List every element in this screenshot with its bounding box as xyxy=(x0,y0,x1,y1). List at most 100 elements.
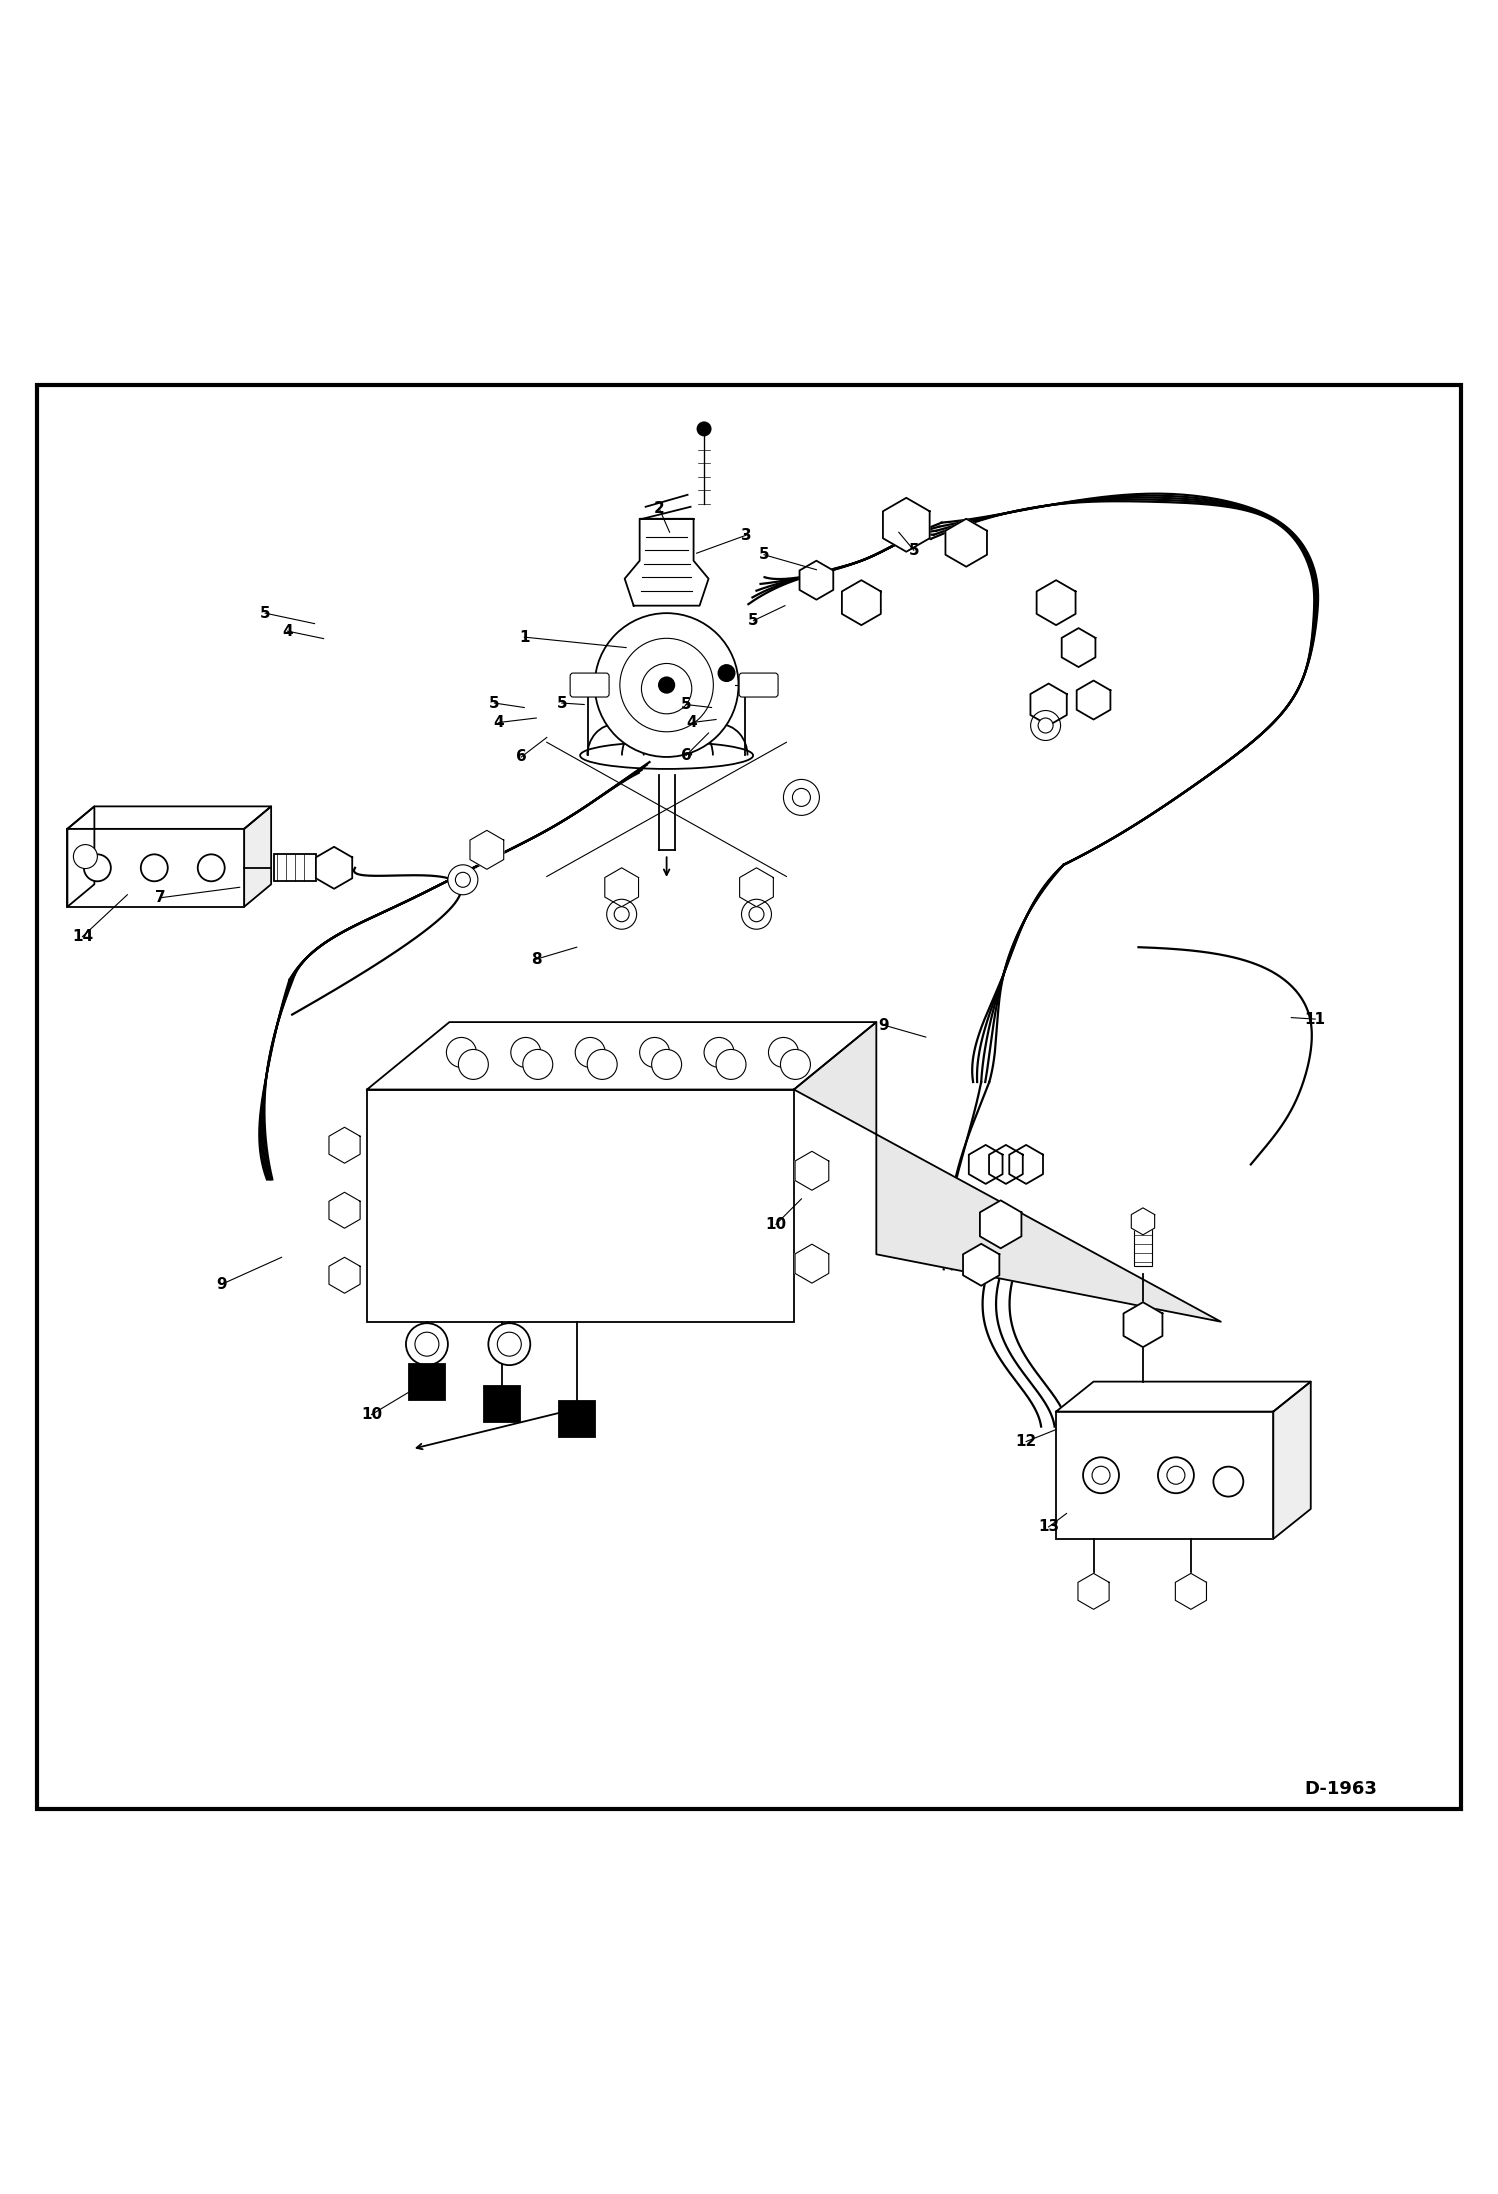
Circle shape xyxy=(488,1323,530,1365)
Text: 2: 2 xyxy=(653,500,665,516)
Polygon shape xyxy=(1031,685,1067,726)
Polygon shape xyxy=(980,1200,1022,1248)
Polygon shape xyxy=(794,1022,1221,1321)
Circle shape xyxy=(783,779,819,816)
Circle shape xyxy=(607,900,637,930)
Polygon shape xyxy=(1131,1209,1155,1235)
Bar xyxy=(409,1365,445,1400)
Text: 5: 5 xyxy=(908,542,920,557)
Circle shape xyxy=(198,853,225,882)
Circle shape xyxy=(620,638,713,733)
Circle shape xyxy=(84,853,111,882)
Polygon shape xyxy=(1062,627,1095,667)
Polygon shape xyxy=(1037,579,1076,625)
Text: 5: 5 xyxy=(488,695,500,711)
Text: 9: 9 xyxy=(216,1277,228,1292)
Circle shape xyxy=(1038,717,1053,733)
Circle shape xyxy=(1083,1457,1119,1494)
FancyBboxPatch shape xyxy=(739,674,777,698)
Circle shape xyxy=(73,845,97,869)
Polygon shape xyxy=(989,1145,1023,1185)
Circle shape xyxy=(415,1332,439,1356)
Circle shape xyxy=(448,864,478,895)
Circle shape xyxy=(406,1323,448,1365)
Bar xyxy=(274,853,316,882)
Polygon shape xyxy=(470,829,503,869)
Circle shape xyxy=(780,1049,810,1079)
Text: 1: 1 xyxy=(518,630,530,645)
Text: 5: 5 xyxy=(680,698,692,713)
Circle shape xyxy=(749,906,764,921)
Polygon shape xyxy=(1273,1382,1311,1538)
Text: 6: 6 xyxy=(680,748,692,764)
Circle shape xyxy=(768,1038,798,1068)
Text: D-1963: D-1963 xyxy=(1305,1779,1377,1799)
Bar xyxy=(1134,1222,1152,1266)
Polygon shape xyxy=(795,1152,828,1191)
Polygon shape xyxy=(367,1022,876,1090)
Text: 6: 6 xyxy=(515,750,527,764)
Circle shape xyxy=(1213,1466,1243,1496)
Circle shape xyxy=(742,900,771,930)
Polygon shape xyxy=(1176,1573,1206,1610)
Circle shape xyxy=(704,1038,734,1068)
Polygon shape xyxy=(842,579,881,625)
Circle shape xyxy=(716,1049,746,1079)
Circle shape xyxy=(697,421,712,437)
Polygon shape xyxy=(316,847,352,889)
Polygon shape xyxy=(1010,1145,1043,1185)
Polygon shape xyxy=(1124,1303,1162,1347)
Polygon shape xyxy=(800,562,833,599)
Polygon shape xyxy=(330,1257,360,1292)
Circle shape xyxy=(614,906,629,921)
Text: 4: 4 xyxy=(493,715,505,731)
Text: 11: 11 xyxy=(1305,1011,1326,1027)
Circle shape xyxy=(575,1038,605,1068)
Circle shape xyxy=(497,1332,521,1356)
Bar xyxy=(1056,1411,1273,1538)
Text: 13: 13 xyxy=(1038,1520,1059,1534)
FancyBboxPatch shape xyxy=(571,674,610,698)
Text: 4: 4 xyxy=(686,715,698,731)
Circle shape xyxy=(1092,1466,1110,1483)
Polygon shape xyxy=(945,518,987,566)
Polygon shape xyxy=(605,869,638,906)
Bar xyxy=(559,1402,595,1437)
Circle shape xyxy=(455,873,470,886)
Circle shape xyxy=(587,1049,617,1079)
Circle shape xyxy=(595,612,739,757)
Circle shape xyxy=(640,1038,670,1068)
Text: 10: 10 xyxy=(361,1406,382,1422)
Polygon shape xyxy=(963,1244,999,1286)
Polygon shape xyxy=(67,807,94,906)
Polygon shape xyxy=(795,1244,828,1283)
Text: 14: 14 xyxy=(72,930,93,943)
Circle shape xyxy=(458,1049,488,1079)
Circle shape xyxy=(141,853,168,882)
Circle shape xyxy=(718,665,736,682)
Polygon shape xyxy=(1056,1382,1311,1411)
Circle shape xyxy=(1158,1457,1194,1494)
Text: 3: 3 xyxy=(740,529,752,542)
Polygon shape xyxy=(625,518,709,606)
Text: 5: 5 xyxy=(556,695,568,711)
Circle shape xyxy=(652,1049,682,1079)
Circle shape xyxy=(641,663,692,713)
Circle shape xyxy=(511,1038,541,1068)
Circle shape xyxy=(792,788,810,807)
Text: 5: 5 xyxy=(748,612,759,627)
Polygon shape xyxy=(330,1128,360,1163)
Circle shape xyxy=(446,1038,476,1068)
Text: 7: 7 xyxy=(154,891,166,906)
Polygon shape xyxy=(969,1145,1002,1185)
Text: 10: 10 xyxy=(765,1218,786,1231)
Text: 9: 9 xyxy=(878,1018,890,1033)
Polygon shape xyxy=(882,498,930,551)
Polygon shape xyxy=(1079,1573,1109,1610)
Bar xyxy=(484,1387,520,1422)
Polygon shape xyxy=(330,1191,360,1229)
Text: 4: 4 xyxy=(282,623,294,638)
Circle shape xyxy=(1031,711,1061,742)
Bar xyxy=(67,829,244,906)
Circle shape xyxy=(1167,1466,1185,1483)
